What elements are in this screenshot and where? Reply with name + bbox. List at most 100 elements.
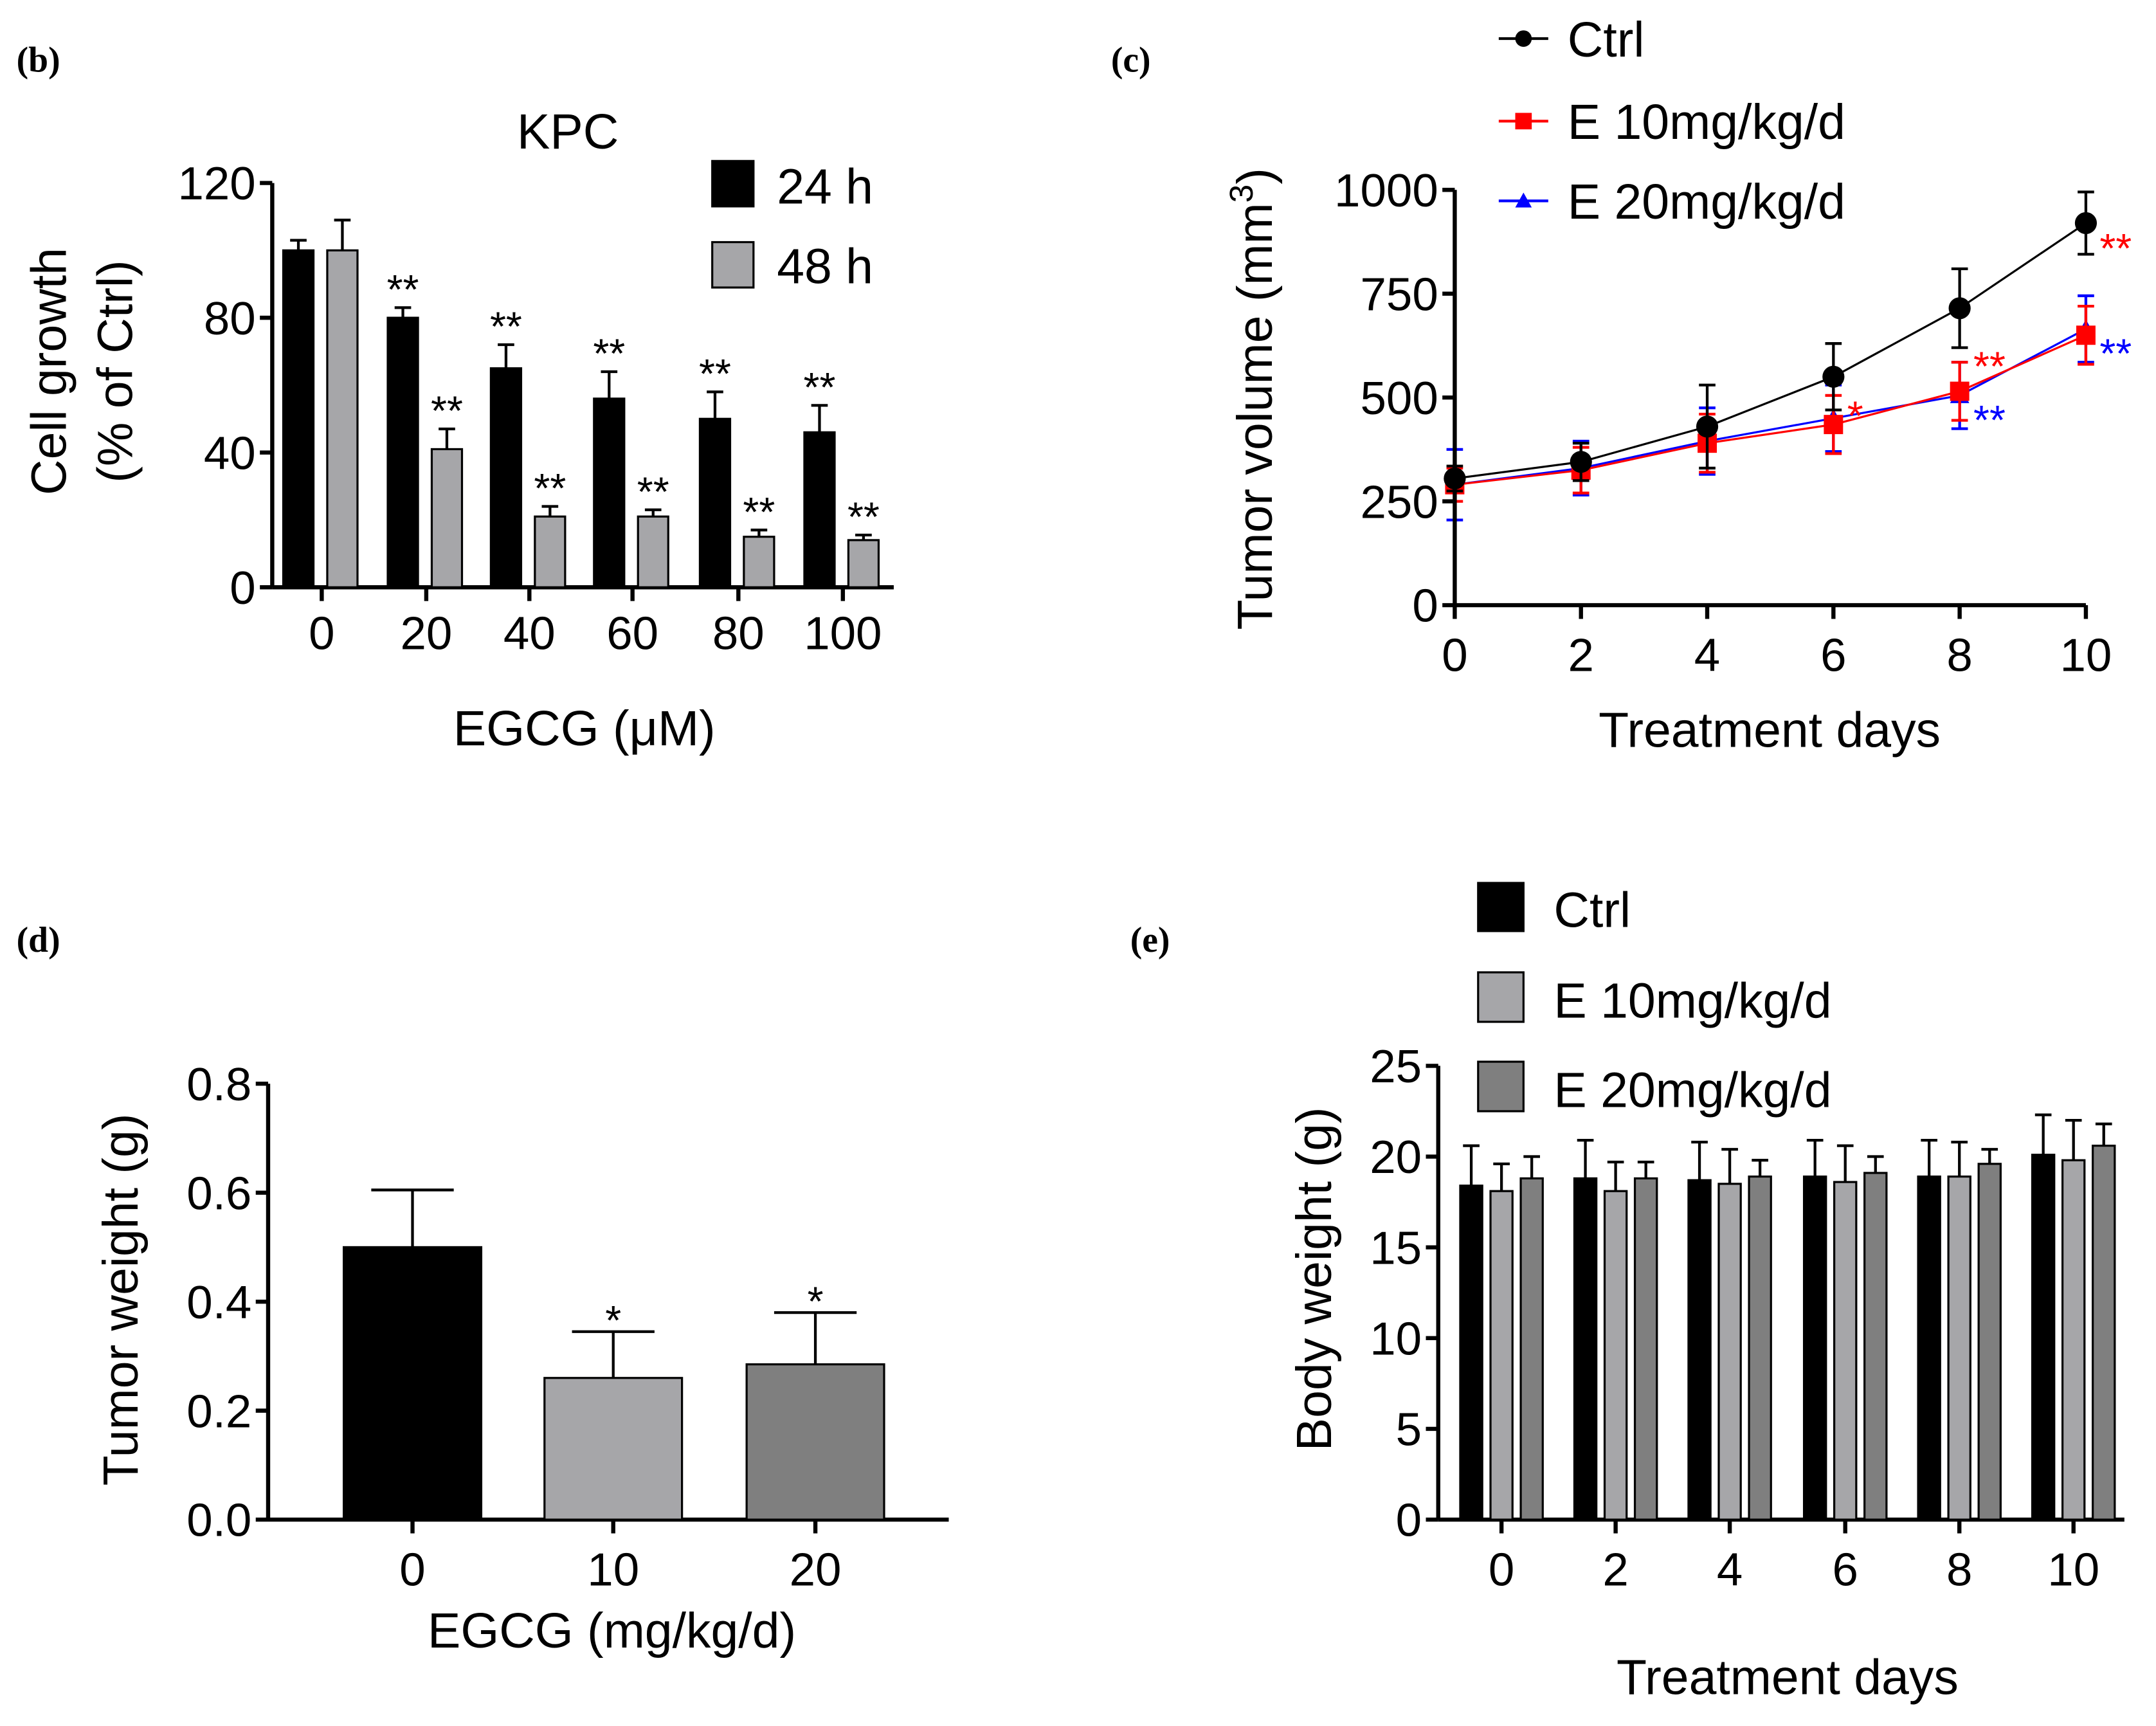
bar <box>1603 1190 1628 1521</box>
y-tick-label: 0.8 <box>186 1058 251 1111</box>
x-tick-label: 10 <box>2060 630 2112 682</box>
y-tick-label: 40 <box>204 427 256 479</box>
legend-label: Ctrl <box>1554 882 1631 938</box>
y-tick-label: 25 <box>1370 1040 1422 1093</box>
legend-label: E 10mg/kg/d <box>1554 974 1831 1029</box>
legend-marker <box>1515 192 1532 208</box>
y-tick-label: 0 <box>1396 1494 1422 1547</box>
y-tick-label: 750 <box>1360 268 1438 320</box>
bar <box>743 536 775 588</box>
bar <box>282 249 315 588</box>
x-tick-label: 0 <box>1489 1544 1514 1596</box>
y-tick-label: 500 <box>1360 372 1438 424</box>
significance-star: ** <box>593 331 625 377</box>
significance-star: ** <box>1973 343 2006 389</box>
significance-star: ** <box>431 388 463 434</box>
legend-label: 48 h <box>777 239 873 295</box>
series-line <box>1454 328 2087 486</box>
bar <box>1748 1175 1772 1521</box>
y-tick-label: 80 <box>204 293 256 345</box>
data-point <box>1948 297 1971 320</box>
legend-swatch <box>1477 971 1525 1023</box>
y-tick-label: 120 <box>177 158 255 210</box>
y-tick-label: 0.6 <box>186 1167 251 1219</box>
significance-star: ** <box>637 468 669 514</box>
bar <box>1717 1183 1742 1521</box>
x-axis-label: EGCG (mg/kg/d) <box>428 1603 796 1658</box>
panel-label: (d) <box>17 920 60 960</box>
x-tick-label: 6 <box>1833 1544 1858 1596</box>
panel-label: (c) <box>1111 40 1151 80</box>
x-tick-label: 80 <box>712 607 765 659</box>
legend-label: E 10mg/kg/d <box>1568 95 1845 150</box>
bar <box>489 367 523 588</box>
y-tick-label: 0 <box>230 562 255 614</box>
panel-1-y-axis: 0 250 500 750 1000 <box>1334 165 1457 632</box>
bar <box>1489 1190 1514 1521</box>
y-tick-label: 20 <box>1370 1131 1422 1183</box>
bar <box>430 448 464 588</box>
data-point <box>1570 451 1592 473</box>
y-axis-label: Tumor weight (g) <box>93 1114 149 1486</box>
x-tick-label: 8 <box>1946 630 1972 682</box>
legend-marker <box>1515 30 1532 47</box>
x-tick-label: 8 <box>1946 1544 1972 1596</box>
panel-b: (b) 0 20 40 60 80 100 ** ** ** ** ** ** ** ** ** ** KPC EG… <box>17 40 894 756</box>
x-tick-label: 0 <box>309 607 334 659</box>
significance-star: ** <box>2099 225 2132 271</box>
x-tick-label: 2 <box>1568 630 1594 682</box>
bar <box>593 397 626 588</box>
y-tick-label: 0 <box>1412 580 1438 632</box>
significance-star: ** <box>743 489 775 535</box>
significance-star: ** <box>847 494 880 540</box>
x-tick-label: 20 <box>790 1544 842 1596</box>
significance-star: * <box>808 1278 824 1324</box>
y-tick-label: 0.0 <box>186 1494 251 1547</box>
legend-marker <box>1515 113 1532 130</box>
bar <box>1687 1179 1712 1521</box>
bar <box>847 539 880 588</box>
data-point <box>1822 365 1845 388</box>
bar <box>1833 1181 1858 1521</box>
bar <box>2031 1154 2056 1521</box>
y-axis-label: Cell growth <box>22 248 77 495</box>
panel-e: (e) 0 2 4 6 8 10 Treatment days Body weight (g) C… <box>1130 882 2124 1705</box>
x-tick-label: 10 <box>2047 1544 2099 1596</box>
panel-label: (b) <box>17 40 60 80</box>
significance-star: ** <box>490 304 522 350</box>
bar <box>1917 1175 1941 1521</box>
y-tick-label: 15 <box>1370 1222 1422 1274</box>
panel-label: (e) <box>1130 920 1170 960</box>
y-axis-label: Tumor volume (mm3) <box>1223 168 1283 630</box>
data-point <box>1696 415 1719 438</box>
significance-star: ** <box>699 350 731 397</box>
bar <box>534 515 566 588</box>
panel-2-y-axis: 0.0 0.2 0.4 0.6 0.8 <box>186 1058 271 1547</box>
chart-title: KPC <box>517 104 619 159</box>
x-tick-label: 4 <box>1717 1544 1743 1596</box>
x-tick-label: 20 <box>400 607 452 659</box>
data-point <box>2076 325 2096 345</box>
legend-swatch <box>711 241 755 289</box>
y-axis-label: Body weight (g) <box>1287 1107 1342 1451</box>
y-tick-label: 10 <box>1370 1313 1422 1365</box>
x-tick-label: 40 <box>503 607 556 659</box>
y-axis-label: (% of Ctrl) <box>87 260 143 482</box>
significance-star: * <box>605 1297 621 1343</box>
bar <box>386 316 419 588</box>
bar <box>1863 1172 1888 1521</box>
x-axis-label: Treatment days <box>1617 1650 1959 1705</box>
x-axis-label: EGCG (μM) <box>453 701 716 756</box>
x-tick-label: 10 <box>587 1544 639 1596</box>
x-tick-label: 2 <box>1602 1544 1628 1596</box>
panel-d: (d) 0 10 20 * * EGCG (mg/kg/d) Tumor weight (g) <box>17 920 949 1658</box>
y-tick-label: 0.2 <box>186 1385 251 1437</box>
legend-swatch <box>711 159 755 208</box>
legend-label: Ctrl <box>1568 12 1645 68</box>
y-tick-label: 1000 <box>1334 165 1438 217</box>
x-axis-label: Treatment days <box>1599 702 1941 758</box>
series-line <box>1454 334 2087 486</box>
bar <box>637 515 669 588</box>
